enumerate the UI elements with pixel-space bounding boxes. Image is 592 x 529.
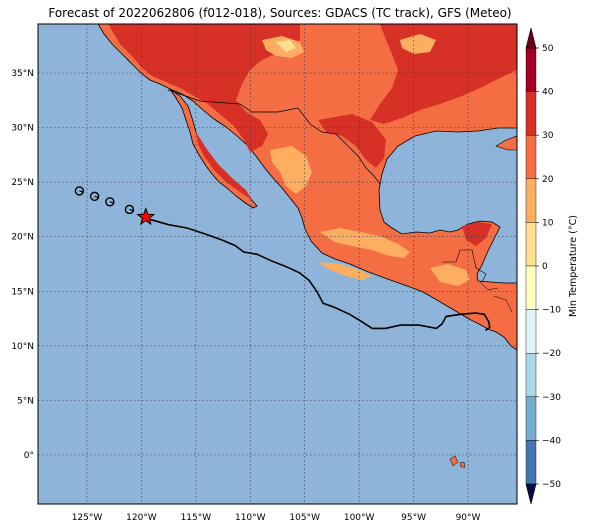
colorbar-segment: [525, 396, 537, 441]
warm-zone-north: [108, 24, 300, 152]
colorbar-bottom-arrow: [525, 483, 537, 505]
colorbar-tick-label: 10: [542, 218, 554, 228]
x-tick-label: 105°W: [289, 513, 320, 523]
warm-zone-yucatan: [462, 222, 492, 246]
y-tick-label: 5°N: [17, 396, 34, 406]
tc-forecast-track: [145, 217, 491, 332]
tc-past-position-tail: [94, 195, 100, 199]
colorbar-segment: [525, 134, 537, 179]
land-temperature-field: [38, 24, 517, 504]
graticule: [38, 24, 517, 504]
guatemala-border: [442, 249, 487, 283]
tc-past-position-tail: [129, 208, 135, 212]
colorbar-segment: [525, 265, 537, 310]
tc-past-position-marker[interactable]: [105, 197, 115, 207]
tc-past-position-marker[interactable]: [89, 191, 100, 202]
colorbar-segment: [525, 440, 537, 485]
y-tick-label: 0°: [24, 451, 34, 461]
colorbar-tick-label: 50: [542, 44, 554, 54]
cool-zone-south: [318, 262, 372, 280]
map-title: Forecast of 2022062806 (f012-018), Sourc…: [48, 6, 512, 20]
y-tick-label: 35°N: [11, 69, 34, 79]
colorbar: 50 40 30 20 10 0 −10 −20 −30 −40 −50 Min Temperatu…: [525, 27, 579, 505]
cool-zone-central: [320, 228, 410, 258]
colorbar-tick-label: 0: [542, 262, 548, 272]
colorbar-segment: [525, 178, 537, 223]
colorbar-label: Min Temperature (°C): [568, 215, 579, 317]
cuba-island: [495, 135, 517, 151]
x-tick-label: 120°W: [126, 513, 157, 523]
us-mexico-border: [167, 89, 381, 185]
cool-zone-northeast: [400, 34, 436, 54]
y-tick-label: 30°N: [11, 124, 34, 134]
x-axis-ticks: 125°W 120°W 115°W 110°W 105°W 100°W 95°W 90°W: [72, 513, 481, 523]
y-tick-label: 25°N: [11, 178, 34, 188]
map-panel[interactable]: [37, 23, 518, 505]
colorbar-tick-label: 20: [542, 175, 554, 185]
x-tick-label: 100°W: [344, 513, 375, 523]
colorbar-tick-label: −30: [542, 393, 561, 403]
cool-zone-plateau: [270, 146, 312, 194]
map-frame: [37, 23, 518, 505]
y-axis-ticks: 35°N 30°N 25°N 20°N 15°N 10°N 5°N 0°: [11, 69, 34, 461]
colorbar-top-arrow: [525, 27, 537, 49]
x-tick-label: 115°W: [181, 513, 212, 523]
cool-zone-mountain: [276, 40, 296, 52]
colorbar-segment: [525, 222, 537, 267]
tc-past-position-tail: [79, 190, 85, 193]
colorbar-tick-label: −50: [542, 480, 561, 490]
tc-past-position-tail: [109, 201, 115, 204]
x-tick-label: 125°W: [72, 513, 103, 523]
x-tick-label: 90°W: [456, 513, 481, 523]
warm-zone-baja: [196, 132, 252, 200]
colorbar-segment: [525, 91, 537, 136]
colorbar-tick-label: −20: [542, 349, 561, 359]
colorbar-tick-label: −10: [542, 306, 561, 316]
central-america-borders: [479, 281, 513, 313]
y-tick-label: 15°N: [11, 287, 34, 297]
y-tick-label: 10°N: [11, 342, 34, 352]
colorbar-tick-label: −40: [542, 436, 561, 446]
galapagos-islands: [449, 455, 466, 468]
colorbar-tick-label: 30: [542, 131, 554, 141]
x-tick-label: 95°W: [401, 513, 426, 523]
tc-past-position-marker[interactable]: [124, 204, 135, 215]
y-tick-label: 20°N: [11, 233, 34, 243]
colorbar-segment: [525, 309, 537, 354]
cool-zone-guatemala: [430, 264, 470, 286]
x-tick-label: 110°W: [235, 513, 266, 523]
colorbar-segment: [525, 353, 537, 398]
colorbar-segment: [525, 47, 537, 92]
colorbar-tick-label: 40: [542, 88, 554, 98]
tc-current-position-star[interactable]: [136, 207, 156, 226]
tc-past-positions: [74, 186, 135, 215]
tc-past-position-marker[interactable]: [74, 186, 85, 196]
